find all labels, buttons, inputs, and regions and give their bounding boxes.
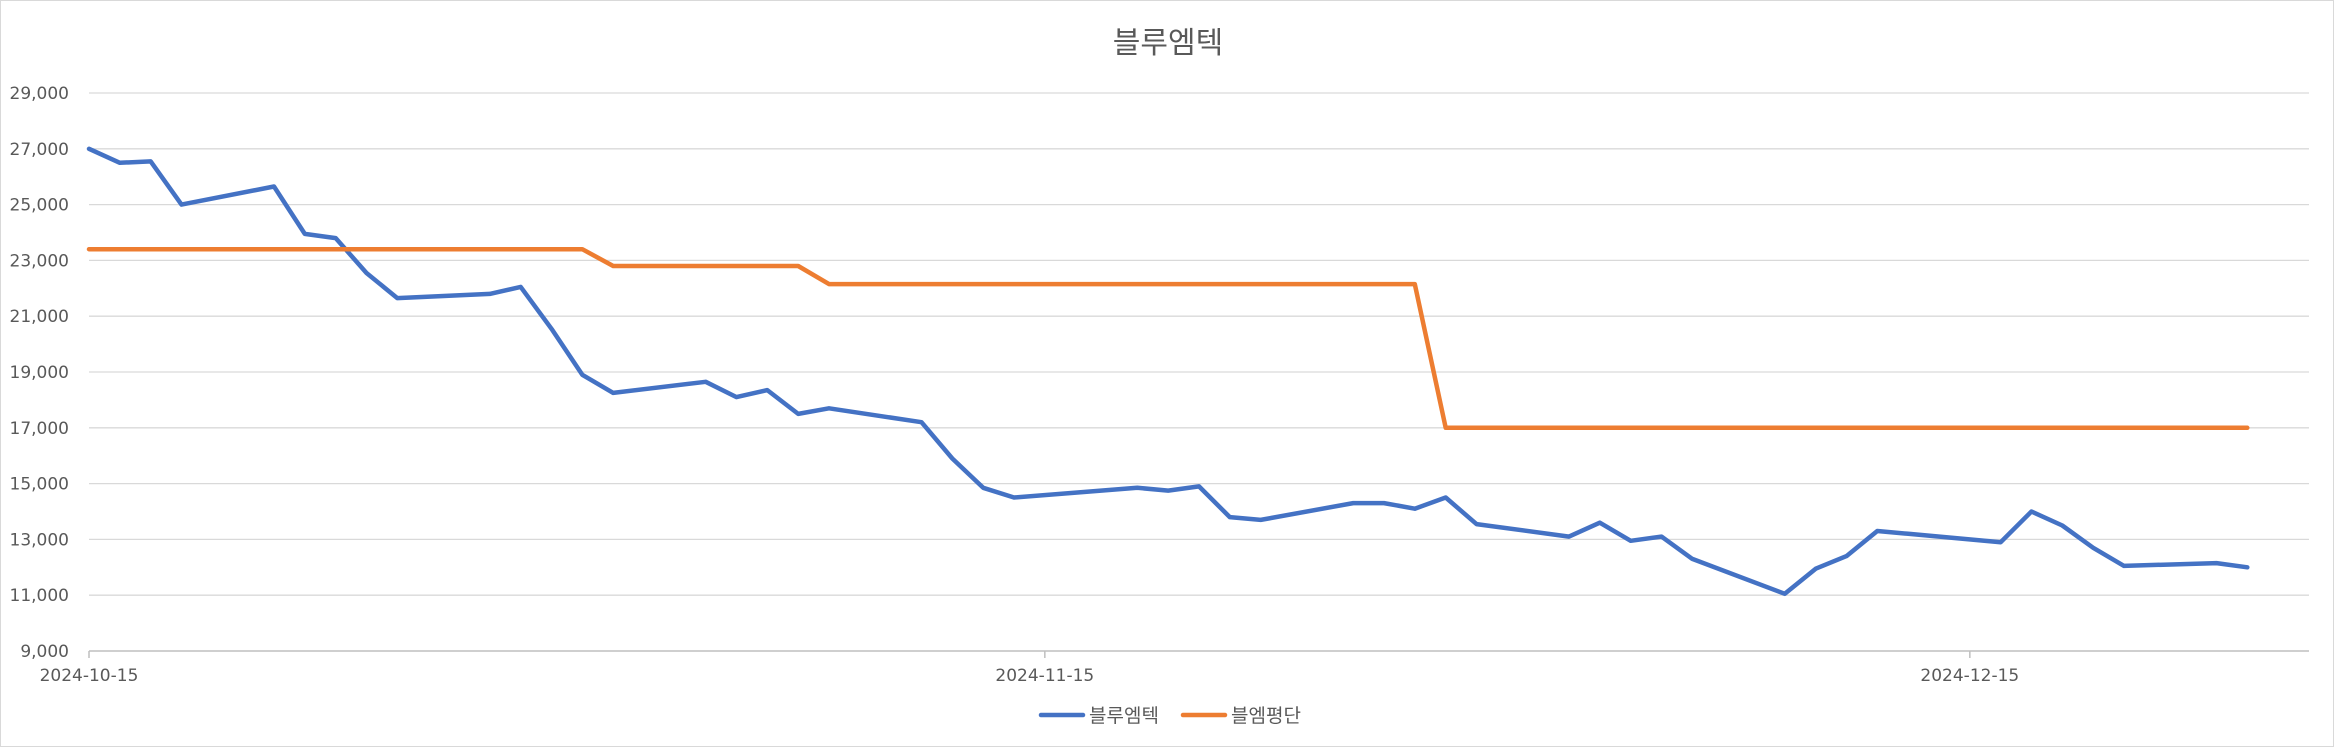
- gridlines: [89, 92, 2309, 596]
- x-axis-tick-labels: 2024-10-15 2024-11-15 2024-12-15: [40, 666, 2020, 686]
- axes: [88, 650, 2309, 658]
- chart-title: 블루엠텍: [1113, 26, 1223, 61]
- series-lines: [86, 146, 2250, 597]
- y-tick-label: 17,000: [10, 419, 69, 439]
- x-tick-label: 2024-10-15: [40, 666, 139, 686]
- y-axis-tick-labels: 9,000 11,000 13,000 15,000 17,000 19,000 21,00…: [10, 84, 69, 662]
- x-tick-label: 2024-12-15: [1920, 666, 2019, 686]
- y-tick-label: 27,000: [10, 140, 69, 160]
- y-tick-label: 9,000: [20, 642, 69, 662]
- y-tick-label: 21,000: [10, 307, 69, 327]
- y-tick-label: 15,000: [10, 475, 69, 495]
- y-tick-label: 25,000: [10, 196, 69, 216]
- y-tick-label: 11,000: [10, 586, 69, 606]
- series-line-1: [86, 146, 2250, 597]
- y-tick-label: 13,000: [10, 530, 69, 550]
- y-tick-label: 23,000: [10, 251, 69, 271]
- y-tick-label: 19,000: [10, 363, 69, 383]
- x-tick-label: 2024-11-15: [995, 666, 1094, 686]
- y-tick-label: 29,000: [10, 84, 69, 104]
- series-line-2: [86, 246, 2250, 431]
- legend-label-1: 블루엠텍: [1089, 705, 1159, 727]
- legend: 블루엠텍 블엠평단: [1038, 705, 1301, 727]
- legend-label-2: 블엠평단: [1231, 705, 1301, 727]
